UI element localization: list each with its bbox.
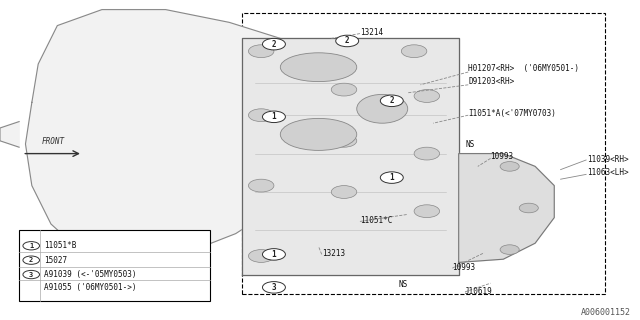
Ellipse shape bbox=[356, 94, 408, 123]
Circle shape bbox=[248, 250, 274, 262]
Text: D91203<RH>: D91203<RH> bbox=[468, 77, 515, 86]
Text: 13213: 13213 bbox=[322, 249, 345, 258]
Text: 1: 1 bbox=[271, 112, 276, 121]
Text: FRONT: FRONT bbox=[42, 137, 65, 146]
Text: J10619: J10619 bbox=[465, 287, 493, 296]
Text: 10993: 10993 bbox=[490, 152, 514, 161]
Circle shape bbox=[414, 205, 440, 218]
Text: A91039 (<-'05MY0503): A91039 (<-'05MY0503) bbox=[44, 270, 136, 279]
Circle shape bbox=[262, 282, 285, 293]
Text: A006001152: A006001152 bbox=[580, 308, 630, 317]
Text: 2: 2 bbox=[271, 40, 276, 49]
Text: A91055 ('06MY0501->): A91055 ('06MY0501->) bbox=[44, 283, 136, 292]
Circle shape bbox=[332, 83, 356, 96]
Text: 1: 1 bbox=[271, 250, 276, 259]
Text: H01207<RH>  ('06MY0501-): H01207<RH> ('06MY0501-) bbox=[468, 64, 579, 73]
Text: I1051*A(<'07MY0703): I1051*A(<'07MY0703) bbox=[468, 109, 556, 118]
Text: 11039<RH>: 11039<RH> bbox=[588, 155, 629, 164]
Text: 1: 1 bbox=[390, 173, 394, 182]
Text: 2: 2 bbox=[390, 96, 394, 105]
Text: 2: 2 bbox=[345, 36, 349, 45]
Ellipse shape bbox=[280, 118, 356, 150]
Text: 15027: 15027 bbox=[44, 256, 67, 265]
Circle shape bbox=[332, 186, 356, 198]
Circle shape bbox=[23, 242, 40, 250]
Polygon shape bbox=[459, 154, 554, 262]
Text: NS: NS bbox=[465, 140, 474, 148]
Text: 11051*B: 11051*B bbox=[44, 241, 76, 250]
Text: 3: 3 bbox=[271, 283, 276, 292]
Circle shape bbox=[500, 245, 519, 254]
Circle shape bbox=[332, 134, 356, 147]
Polygon shape bbox=[26, 10, 350, 262]
Text: 2: 2 bbox=[29, 257, 33, 263]
Circle shape bbox=[248, 179, 274, 192]
Circle shape bbox=[248, 109, 274, 122]
Circle shape bbox=[414, 90, 440, 102]
Circle shape bbox=[380, 95, 403, 107]
Circle shape bbox=[401, 45, 427, 58]
Ellipse shape bbox=[280, 53, 356, 82]
Circle shape bbox=[262, 249, 285, 260]
Circle shape bbox=[248, 45, 274, 58]
Text: 3: 3 bbox=[29, 272, 33, 277]
Text: 11051*C: 11051*C bbox=[360, 216, 392, 225]
Circle shape bbox=[23, 270, 40, 279]
Circle shape bbox=[336, 35, 358, 47]
Circle shape bbox=[23, 256, 40, 264]
Circle shape bbox=[414, 147, 440, 160]
Text: 13214: 13214 bbox=[360, 28, 383, 36]
Polygon shape bbox=[242, 38, 459, 275]
Circle shape bbox=[500, 162, 519, 171]
Polygon shape bbox=[0, 122, 19, 147]
Circle shape bbox=[262, 111, 285, 123]
Circle shape bbox=[262, 38, 285, 50]
FancyBboxPatch shape bbox=[19, 230, 210, 301]
Circle shape bbox=[380, 172, 403, 183]
Text: 11063<LH>: 11063<LH> bbox=[588, 168, 629, 177]
Text: 10993: 10993 bbox=[452, 263, 476, 272]
Circle shape bbox=[519, 203, 538, 213]
Text: NS: NS bbox=[398, 280, 408, 289]
Text: 1: 1 bbox=[29, 243, 33, 249]
